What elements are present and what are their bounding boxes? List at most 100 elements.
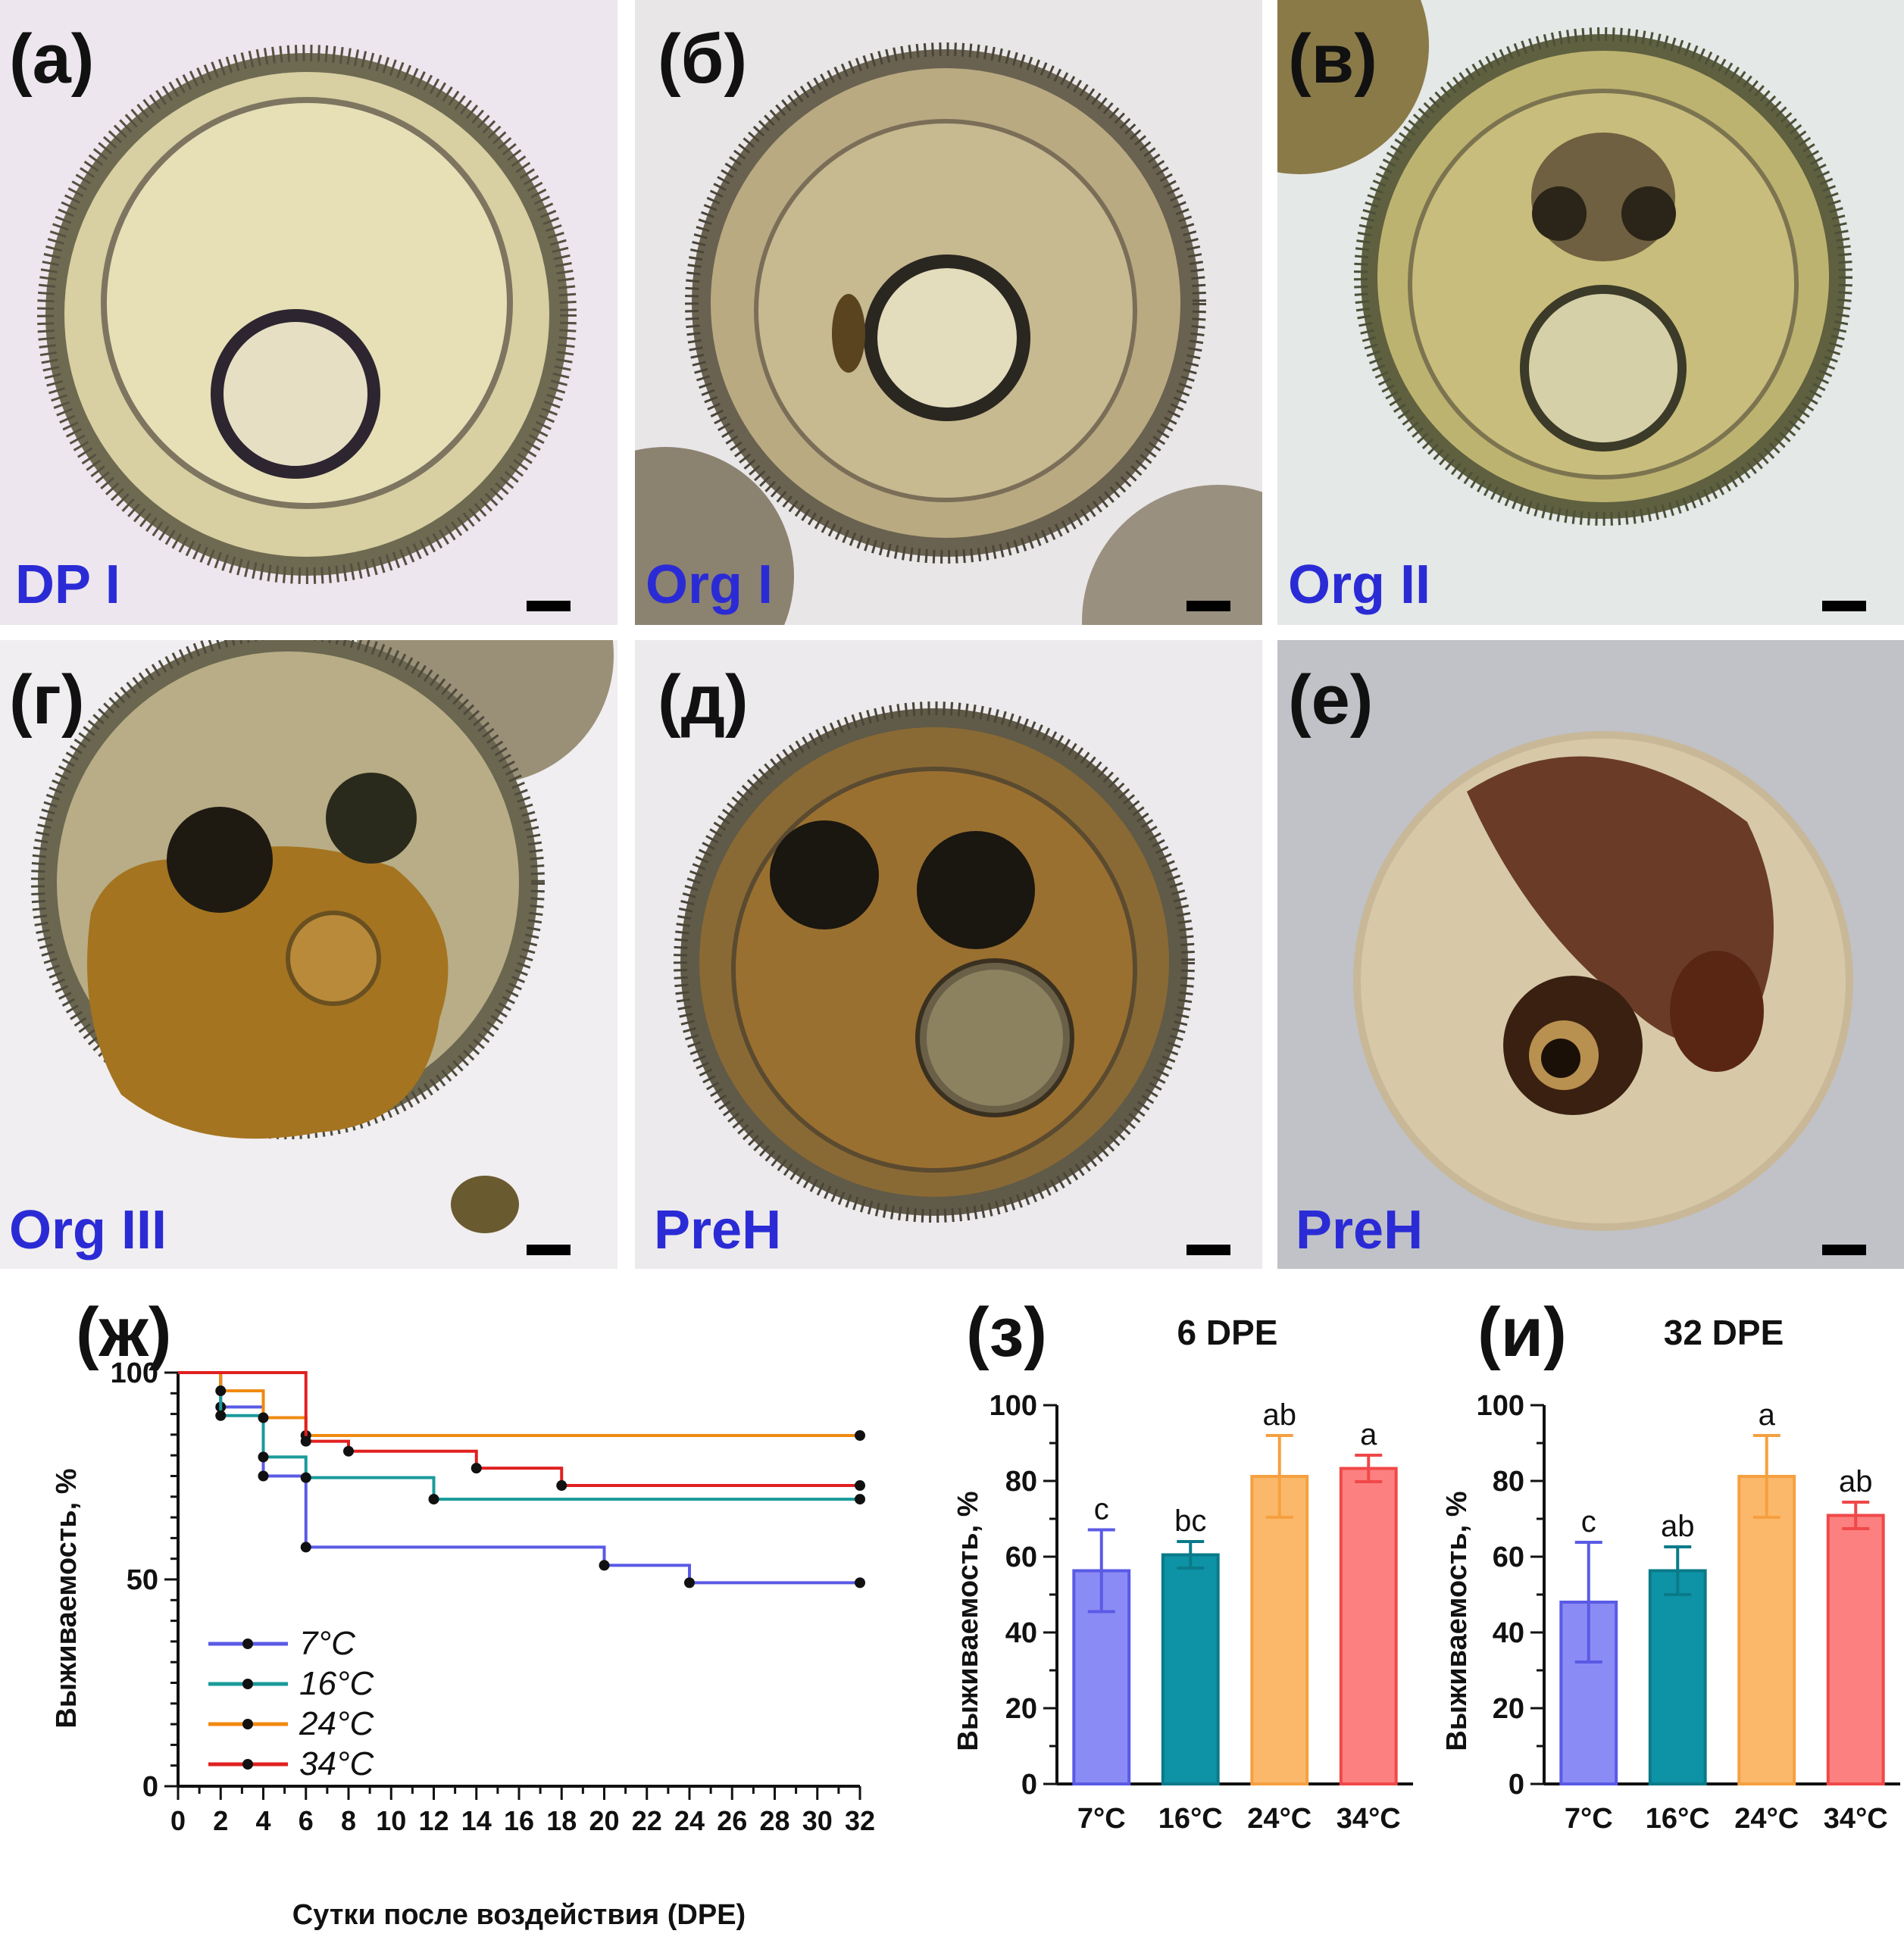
km-point [599, 1560, 610, 1571]
bar1-sig-letter: bc [1174, 1504, 1206, 1538]
km-point [855, 1480, 865, 1492]
km-x-tick-label: 4 [255, 1805, 270, 1836]
km-point [258, 1470, 269, 1482]
km-point [300, 1435, 311, 1447]
km-line-1 [178, 1371, 860, 1501]
bar2-y-tick-label: 100 [1477, 1390, 1524, 1422]
bar2-sig-letter: a [1759, 1398, 1776, 1432]
km-legend-marker [242, 1759, 253, 1770]
km-x-tick-label: 30 [802, 1805, 833, 1836]
scale-bar-b [1186, 601, 1230, 611]
bar2-y-tick-label: 60 [1493, 1542, 1524, 1573]
bar1-title: 6 DPE [1177, 1313, 1278, 1352]
km-point [855, 1429, 865, 1441]
bar1-y-tick-label: 100 [990, 1390, 1037, 1422]
km-x-tick-label: 28 [759, 1805, 789, 1836]
bar-chart-6dpe: 0 20 40 60 80 100 c 7°C bc 16°C ab 24°C a 34°C [990, 1390, 1413, 1835]
bar2-panel-label: (и) [1477, 1294, 1567, 1371]
km-line-2 [178, 1371, 860, 1437]
panel-label-d: (г) [9, 661, 85, 739]
km-x-tick-label: 22 [632, 1805, 662, 1836]
bar2-sig-letter: ab [1839, 1465, 1873, 1498]
bar1-x-tick-label: 16°C [1158, 1803, 1223, 1835]
km-x-tick-label: 24 [674, 1805, 705, 1836]
bar1-sig-letter: c [1094, 1493, 1109, 1526]
bar2-x-tick-label: 34°C [1824, 1803, 1888, 1835]
km-x-tick-label: 12 [418, 1805, 449, 1836]
bar2-x-tick-label: 24°C [1734, 1803, 1799, 1835]
km-legend-label: 34°C [299, 1745, 375, 1782]
bar2-sig-letter: ab [1661, 1510, 1695, 1543]
km-y-tick-label: 0 [142, 1771, 158, 1803]
km-x-tick-label: 10 [376, 1805, 406, 1836]
photo-panel-a [0, 0, 617, 625]
panel-label-e: (д) [658, 661, 749, 739]
panel-label-c: (в) [1288, 20, 1377, 98]
egg-image-preh1 [635, 640, 1262, 1269]
km-y-tick-label: 100 [111, 1357, 158, 1389]
km-point [428, 1494, 439, 1505]
km-legend-marker [242, 1679, 253, 1689]
km-point [471, 1463, 482, 1474]
photo-panel-f [1277, 640, 1904, 1269]
bar1-y-tick-label: 0 [1021, 1769, 1037, 1801]
bar-chart-32dpe: 0 20 40 60 80 100 c 7°C ab 16°C a 24°C ab 34°C [1477, 1390, 1900, 1835]
km-point [215, 1385, 227, 1397]
bar1-x-tick-label: 7°C [1077, 1803, 1126, 1835]
km-x-tick-label: 0 [170, 1805, 186, 1836]
km-x-tick-label: 18 [546, 1805, 577, 1836]
km-point [855, 1577, 865, 1589]
km-point [215, 1410, 227, 1421]
km-x-tick-label: 6 [299, 1805, 314, 1836]
bar2-x-tick-label: 16°C [1646, 1803, 1710, 1835]
km-legend-marker [242, 1719, 253, 1729]
bar2-title: 32 DPE [1664, 1313, 1784, 1352]
scale-bar-c [1822, 601, 1866, 611]
photo-panel-e [635, 640, 1262, 1269]
scale-bar-f [1822, 1245, 1866, 1255]
photo-panel-b [635, 0, 1262, 625]
stage-label-c: Org II [1288, 555, 1431, 615]
bar1-bar [1250, 1475, 1309, 1785]
km-point [258, 1412, 269, 1423]
km-ylabel: Выживаемость, % [51, 1468, 83, 1728]
km-point [258, 1451, 269, 1463]
km-x-tick-label: 20 [589, 1805, 619, 1836]
scale-bar-d [527, 1245, 571, 1255]
km-point [300, 1429, 311, 1441]
bar1-bar [1072, 1569, 1131, 1785]
stage-label-a: DP I [15, 555, 120, 615]
bar1-sig-letter: ab [1263, 1398, 1297, 1432]
bar2-bar [1826, 1514, 1885, 1785]
bar2-bar [1737, 1475, 1796, 1785]
km-point [300, 1472, 311, 1483]
stage-label-f: PreH [1296, 1200, 1424, 1261]
panel-label-b: (б) [658, 20, 748, 98]
km-xlabel: Сутки после воздействия (DPE) [292, 1899, 746, 1931]
scale-bar-a [527, 601, 571, 611]
km-x-tick-label: 16 [504, 1805, 534, 1836]
photo-panel-d [0, 640, 617, 1269]
km-legend-label: 24°C [299, 1705, 375, 1742]
km-y-tick-label: 50 [127, 1564, 158, 1596]
km-point [215, 1401, 227, 1413]
km-x-tick-label: 32 [845, 1805, 875, 1836]
km-x-tick-label: 26 [717, 1805, 747, 1836]
km-point [855, 1494, 865, 1505]
bar1-y-tick-label: 40 [1005, 1617, 1037, 1649]
km-legend-label: 7°C [299, 1625, 356, 1662]
km-point [300, 1542, 311, 1553]
bar1-bar [1339, 1467, 1398, 1785]
bar2-y-tick-label: 0 [1509, 1769, 1524, 1801]
bar2-y-tick-label: 20 [1493, 1693, 1524, 1725]
km-x-tick-label: 14 [461, 1805, 492, 1836]
km-point [343, 1445, 354, 1457]
egg-image-org3 [0, 640, 617, 1269]
egg-image-org2 [1277, 0, 1904, 625]
stage-label-b: Org I [646, 555, 774, 615]
stage-label-e: PreH [654, 1200, 782, 1261]
photo-panel-c [1277, 0, 1904, 625]
km-line-3 [178, 1371, 860, 1488]
egg-image-dp1 [0, 0, 617, 625]
